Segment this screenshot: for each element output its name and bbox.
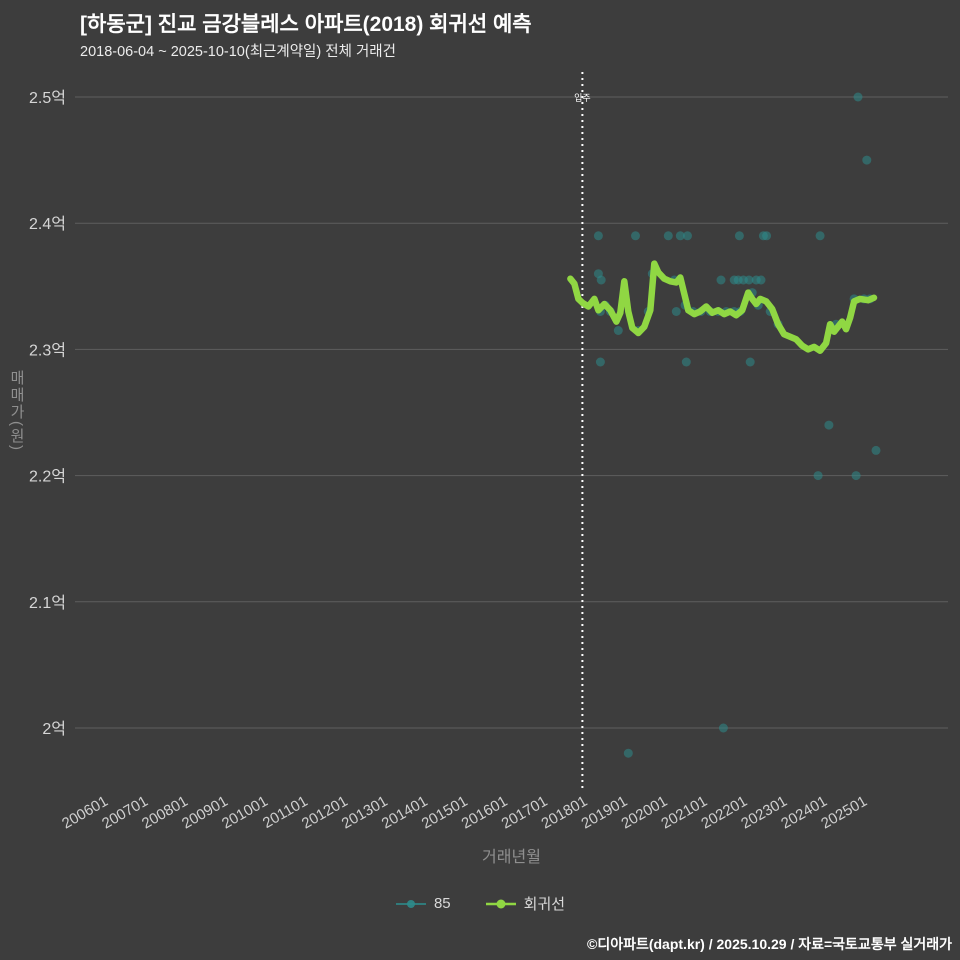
y-axis-title: 매매가(원) <box>8 370 25 452</box>
x-axis-title: 거래년월 <box>482 849 541 866</box>
page-subtitle: 2018-06-04 ~ 2025-10-10(최근계약일) 전체 거래건 <box>80 44 396 60</box>
marker-label: 입주 <box>574 92 591 103</box>
data-point <box>716 275 726 285</box>
data-point <box>824 420 834 430</box>
data-point <box>745 357 755 367</box>
data-point <box>762 231 772 241</box>
y-tick-label: 2억 <box>42 720 66 738</box>
regression-line <box>567 260 878 354</box>
data-point <box>681 357 691 367</box>
page-title: [하동군] 진교 금강블레스 아파트(2018) 회귀선 예측 <box>80 13 532 36</box>
data-point <box>813 471 823 481</box>
legend-label-85: 85 <box>433 895 451 912</box>
x-tick-label: 201001 <box>219 793 271 833</box>
scatter-series-marker <box>395 898 427 910</box>
copyright-text: ©디아파트(dapt.kr) / 2025.10.29 / 자료=국토교통부 실… <box>587 936 952 952</box>
data-point <box>851 471 861 481</box>
data-point <box>595 357 605 367</box>
data-point <box>675 231 685 241</box>
data-point <box>862 155 872 165</box>
data-point <box>815 231 825 241</box>
data-point <box>613 326 623 335</box>
legend-dot-85 <box>406 899 415 908</box>
data-point <box>663 231 673 241</box>
y-tick-label: 2.1억 <box>29 594 66 612</box>
data-point <box>631 231 640 241</box>
data-point <box>596 275 606 285</box>
data-point <box>756 275 766 285</box>
data-point <box>734 231 744 241</box>
y-tick-label: 2.5억 <box>29 89 66 107</box>
legend-item-85[interactable]: 85 <box>395 895 451 912</box>
data-point <box>593 231 603 241</box>
legend-dot-regression <box>496 899 506 908</box>
data-point <box>871 445 881 455</box>
legend-label-regression: 회귀선 <box>523 896 566 913</box>
data-point <box>853 92 863 102</box>
data-point <box>623 748 633 758</box>
legend-item-regression[interactable]: 회귀선 <box>485 893 565 914</box>
data-point <box>744 275 754 285</box>
data-point <box>683 231 692 241</box>
regression-series-marker <box>485 898 517 910</box>
y-tick-label: 2.2억 <box>29 468 66 486</box>
x-tick-label: 202501 <box>818 793 870 833</box>
legend: 85 회귀선 <box>0 893 960 914</box>
data-point <box>671 307 681 316</box>
y-tick-label: 2.3억 <box>29 341 66 359</box>
y-tick-label: 2.4억 <box>29 215 66 233</box>
data-point <box>718 723 728 733</box>
